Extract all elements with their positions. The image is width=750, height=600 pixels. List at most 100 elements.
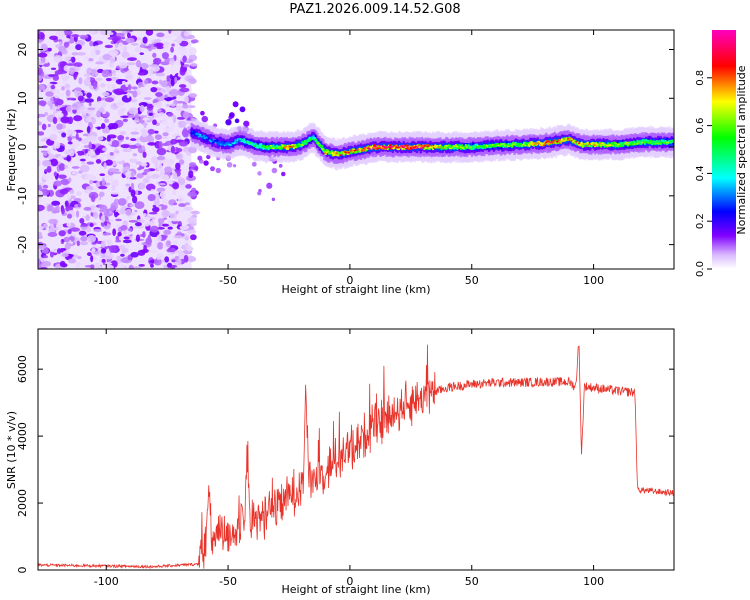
noise-speck: [42, 152, 48, 157]
noise-speck: [232, 164, 237, 168]
noise-speck: [116, 255, 121, 261]
noise-speck: [104, 44, 114, 49]
noise-speck: [111, 139, 120, 148]
noise-speck: [142, 213, 147, 217]
noise-speck: [176, 116, 186, 120]
noise-speck: [124, 208, 132, 216]
noise-speck: [158, 223, 162, 229]
noise-speck: [167, 112, 174, 117]
ridge-segment: [237, 139, 241, 142]
noise-speck: [38, 181, 45, 186]
snr-series-line: [38, 344, 674, 570]
noise-speck: [50, 84, 56, 90]
noise-speck: [115, 218, 122, 222]
ridge-segment: [419, 147, 423, 150]
noise-speck: [166, 179, 173, 185]
noise-speck: [38, 121, 42, 126]
noise-speck: [38, 52, 48, 58]
snr-x-ticks: -100 -50 0 50 100: [94, 329, 604, 588]
noise-speck: [142, 102, 148, 106]
noise-speck: [135, 161, 142, 166]
noise-speck: [150, 188, 155, 193]
noise-speck: [156, 147, 167, 156]
noise-speck: [89, 179, 94, 185]
noise-speck: [134, 209, 138, 213]
noise-speck: [186, 152, 192, 156]
noise-speck: [172, 172, 178, 180]
ridge-segment: [456, 145, 459, 148]
noise-speck: [104, 176, 114, 184]
noise-speck: [187, 105, 196, 109]
noise-speck: [124, 244, 131, 248]
noise-speck: [111, 184, 116, 191]
noise-speck: [108, 218, 114, 223]
noise-speck: [102, 147, 108, 152]
noise-speck: [38, 113, 47, 118]
noise-speck: [159, 169, 165, 176]
noise-speck: [143, 97, 152, 100]
noise-speck: [45, 226, 49, 231]
noise-speck: [101, 128, 111, 134]
noise-speck: [161, 52, 169, 60]
spectrogram-y-ticks: -20 -10 0 10 20: [16, 43, 674, 254]
noise-speck: [112, 228, 117, 237]
noise-speck: [131, 43, 139, 46]
noise-speck: [134, 112, 140, 121]
snr-xlabel: Height of straight line (km): [281, 583, 430, 596]
ridge-segment: [559, 140, 563, 143]
noise-speck: [66, 192, 72, 200]
noise-speck: [84, 55, 89, 62]
noise-speck: [177, 258, 182, 266]
ridge-segment: [241, 138, 245, 141]
noise-speck: [150, 174, 160, 179]
ridge-segment: [546, 142, 549, 145]
noise-speck: [102, 262, 107, 266]
noise-speck: [179, 87, 190, 93]
noise-speck: [127, 227, 133, 232]
noise-speck: [86, 161, 95, 165]
noise-speck: [101, 91, 110, 97]
noise-speck: [173, 235, 183, 239]
noise-speck: [101, 69, 110, 78]
ridge-segment: [235, 140, 239, 143]
noise-speck: [150, 225, 159, 233]
noise-speck: [174, 266, 182, 269]
noise-speck: [162, 127, 173, 133]
noise-speck: [79, 241, 89, 246]
noise-speck: [61, 86, 65, 91]
noise-speck: [79, 164, 90, 173]
noise-speck: [100, 30, 107, 36]
spectrogram-ridge: [190, 116, 674, 171]
noise-speck: [172, 182, 180, 190]
noise-speck: [40, 56, 46, 63]
noise-speck: [281, 171, 286, 177]
noise-speck: [100, 240, 106, 248]
noise-speck: [38, 225, 44, 230]
noise-speck: [152, 119, 157, 126]
noise-speck: [169, 59, 175, 66]
noise-speck: [43, 223, 47, 228]
ridge-segment: [429, 146, 432, 149]
noise-speck: [142, 36, 148, 44]
noise-speck: [179, 186, 186, 191]
noise-speck: [104, 118, 109, 123]
noise-speck: [130, 182, 135, 190]
noise-speck: [156, 187, 166, 193]
noise-speck: [87, 57, 94, 62]
noise-speck: [126, 32, 131, 39]
noise-speck: [180, 50, 188, 57]
noise-speck: [59, 40, 63, 45]
noise-speck: [60, 116, 70, 124]
ridge-segment: [646, 139, 649, 142]
noise-speck: [111, 37, 120, 42]
noise-speck: [49, 35, 59, 40]
snr-xtick-label: 50: [465, 575, 479, 588]
ridge-segment: [652, 142, 655, 145]
ridge-segment: [233, 142, 236, 145]
ridge-segment: [614, 142, 618, 145]
noise-speck: [183, 31, 190, 37]
noise-speck: [105, 159, 113, 166]
ridge-segment: [638, 142, 642, 145]
noise-speck: [65, 105, 72, 113]
